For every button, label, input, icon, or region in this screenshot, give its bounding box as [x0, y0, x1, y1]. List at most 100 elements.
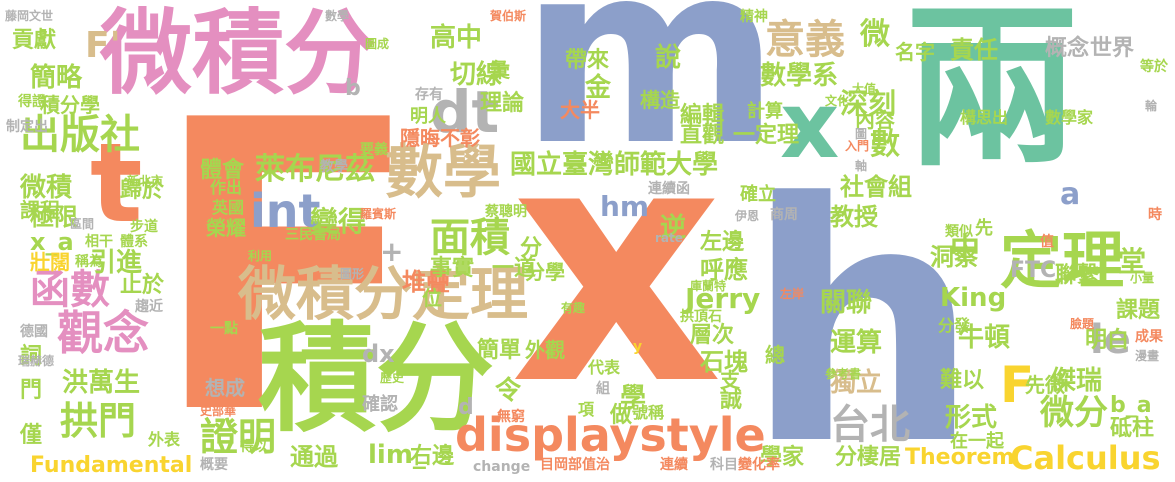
word-dai-biao: 代表 — [588, 358, 621, 377]
word-lianxuhan: 連續函 — [648, 181, 690, 197]
word-tihui: 體會 — [200, 158, 245, 183]
word-mubu: 目岡部值治 — [540, 457, 610, 473]
word-t: t — [90, 119, 143, 247]
word-zuochu: 作出 — [210, 178, 243, 197]
word-wuqiong: 無窮 — [497, 409, 525, 425]
word-waiguan: 外觀 — [525, 338, 565, 362]
word-shehuizu: 社會組 — [840, 173, 912, 201]
word-yinhui: 隱晦不彰 — [400, 126, 480, 150]
word-men: 門 — [20, 378, 43, 403]
word-dx: dx — [362, 340, 395, 368]
word-tuchen: 圖成 — [365, 37, 390, 51]
word-xiang: 項 — [578, 400, 595, 419]
word-shenke: 深刻 — [840, 87, 897, 120]
word-zhuangkuo: 壯闊 — [30, 250, 70, 274]
word-zuobian: 左邊 — [700, 230, 745, 255]
word-jianlue: 簡略 — [30, 63, 83, 93]
word-b-a: b_a — [1110, 393, 1152, 418]
word-zhiguan: 直觀 — [680, 123, 725, 148]
word-zhong: 中 — [950, 232, 980, 267]
word-weijifen-dingli: 微積分定理 — [238, 260, 529, 328]
word-lilun: 理論 — [480, 91, 525, 116]
word-d: d — [458, 395, 474, 420]
word-jin: 金 — [585, 73, 612, 103]
word-zuo: 做 — [610, 403, 633, 428]
word-int: int — [250, 184, 321, 238]
word-x: x — [510, 73, 723, 457]
word-neirong: 內容 — [855, 108, 895, 132]
word-duli: 獨立 — [830, 368, 883, 398]
word-fenfa: 分發 — [938, 316, 971, 335]
word-zaiyiqi: 在一起 — [950, 431, 1004, 452]
word-keti: 課題 — [1116, 298, 1161, 323]
word-shitou: 石塊 — [700, 348, 748, 376]
word-xiangchai: 相干 — [85, 234, 113, 250]
word-deguo: 德國 — [20, 324, 48, 340]
word-bianji: 編輯 — [680, 103, 725, 128]
word-fenqiju: 分棲居 — [835, 445, 902, 470]
word-lunli: 輪 — [1145, 99, 1158, 113]
word-liaojie: 臉題 — [1070, 317, 1095, 331]
word-chengwei: 稱為 — [75, 254, 103, 270]
word-shuo: 說 — [655, 43, 682, 73]
word-liang: 兩 — [905, 0, 1080, 191]
word-jingshen: 精神 — [740, 9, 768, 25]
word-cheng: 誠 — [720, 388, 743, 413]
word-cengci: 層次 — [690, 323, 735, 348]
word-shang-zhou: 商周 — [770, 207, 798, 223]
word-xiangcheng: 想成 — [205, 376, 245, 400]
word-F-prime: F' — [85, 25, 121, 66]
word-weifen: 微分 — [1040, 393, 1108, 433]
word-shu-xue: 數學 — [325, 9, 350, 23]
word-mingbai: 明白 — [1085, 328, 1130, 353]
word-taibei: 台北 — [830, 402, 910, 448]
word-y: y — [633, 339, 643, 355]
word-shuxuejia: 數學家 — [1045, 108, 1094, 127]
word-tixi: 體系 — [120, 234, 148, 250]
word-weijifen-top: 微積分 — [100, 0, 377, 107]
word-niudun: 牛頓 — [958, 323, 1011, 353]
word-qushi: 趨近 — [135, 299, 163, 315]
word-zu: 組 — [596, 381, 610, 397]
word-yinjin: 引進 — [90, 248, 143, 278]
word-chubanshe: 出版社 — [20, 112, 140, 158]
word-hm: hm — [600, 190, 650, 223]
word-rate: rate — [655, 231, 683, 245]
word-guiyu: 歸於 — [120, 178, 165, 203]
word-lim-: lim_ — [368, 440, 426, 470]
word-leisi: 類似 — [945, 224, 973, 240]
word-youqu: 有趣 — [561, 301, 586, 315]
word-gouxiangchu: 構思出 — [960, 108, 1009, 127]
word-hui: 彙 — [490, 58, 510, 82]
word-displaystyle: displaystyle — [455, 408, 766, 462]
word-yi: 伊恩 — [735, 209, 760, 223]
word-luomasi: 羅賓斯 — [360, 207, 397, 221]
word-tuxing: 圖形 — [340, 267, 365, 281]
word-dizhu: 砥柱 — [1110, 416, 1155, 441]
word-zuoan: 左岸 — [780, 287, 805, 301]
word-le: le — [1090, 317, 1131, 363]
word-F-small: F — [1000, 356, 1035, 414]
word-xinbeishi: 新北市 — [127, 174, 164, 188]
word-yunsuan: 運算 — [830, 328, 883, 358]
word-plus: + — [380, 235, 404, 268]
word-xuejia: 學家 — [760, 445, 805, 470]
word-zhi: 支 — [720, 368, 740, 392]
word-jiegou: 構造 — [640, 88, 680, 112]
word-lishi: 歷史 — [380, 371, 405, 385]
word-caicongming: 蔡聰明 — [485, 204, 527, 220]
word-xingshi: 形式 — [945, 403, 998, 433]
word-dazhi: 大值 — [852, 82, 877, 96]
word-jiandan: 簡單 — [477, 338, 522, 363]
word-tang: 堂 — [1118, 245, 1147, 278]
word-weiji: 微積 — [20, 173, 73, 203]
word-jifenxue: 積分學 — [40, 93, 100, 117]
word-dezheng: 得證 — [18, 94, 46, 110]
word-quyan: 區間 — [70, 217, 95, 231]
word-wenhua: 文化 — [825, 94, 850, 108]
word-shu: 數 — [870, 127, 900, 162]
word-mingren: 明人 — [410, 106, 446, 127]
word-queren: 確認 — [362, 394, 398, 415]
word-nanyi: 難以 — [940, 368, 985, 393]
